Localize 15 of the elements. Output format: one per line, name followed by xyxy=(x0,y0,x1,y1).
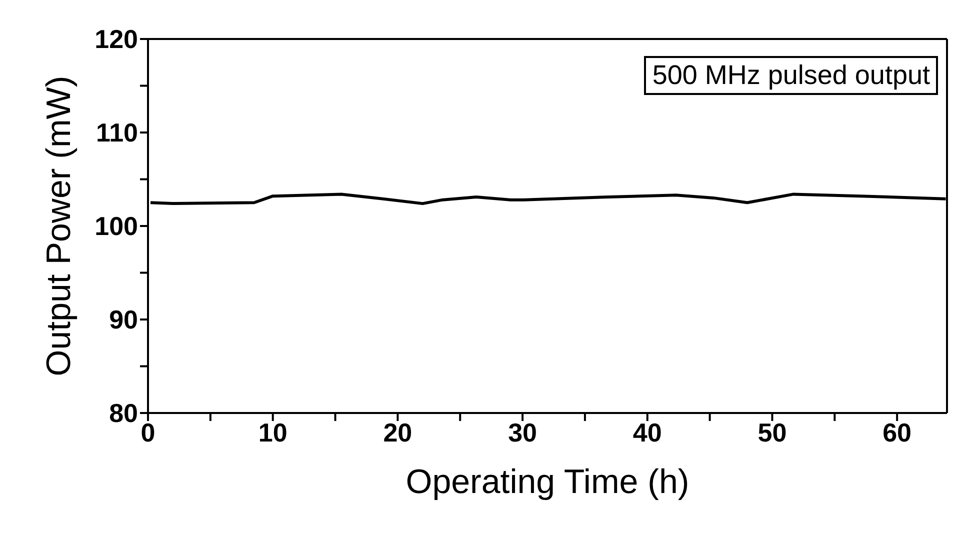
y-tick-label: 120 xyxy=(94,24,138,54)
x-tick-label: 20 xyxy=(383,417,412,448)
x-tick-label: 60 xyxy=(882,417,912,448)
x-tick-label: 10 xyxy=(258,417,288,448)
x-tick-label: 30 xyxy=(508,417,537,448)
x-tick-label: 40 xyxy=(632,417,662,448)
y-axis-title: Output Power (mW) xyxy=(40,76,78,376)
y-tick-label: 80 xyxy=(109,398,138,428)
x-axis-title: Operating Time (h) xyxy=(406,463,690,501)
y-tick-label: 110 xyxy=(96,118,138,148)
x-tick-label: 0 xyxy=(140,417,156,448)
annotation: 500 MHz pulsed output xyxy=(644,56,938,95)
x-tick-label: 50 xyxy=(758,417,787,448)
y-tick-label: 100 xyxy=(94,211,138,242)
y-tick-label: 90 xyxy=(109,304,138,335)
